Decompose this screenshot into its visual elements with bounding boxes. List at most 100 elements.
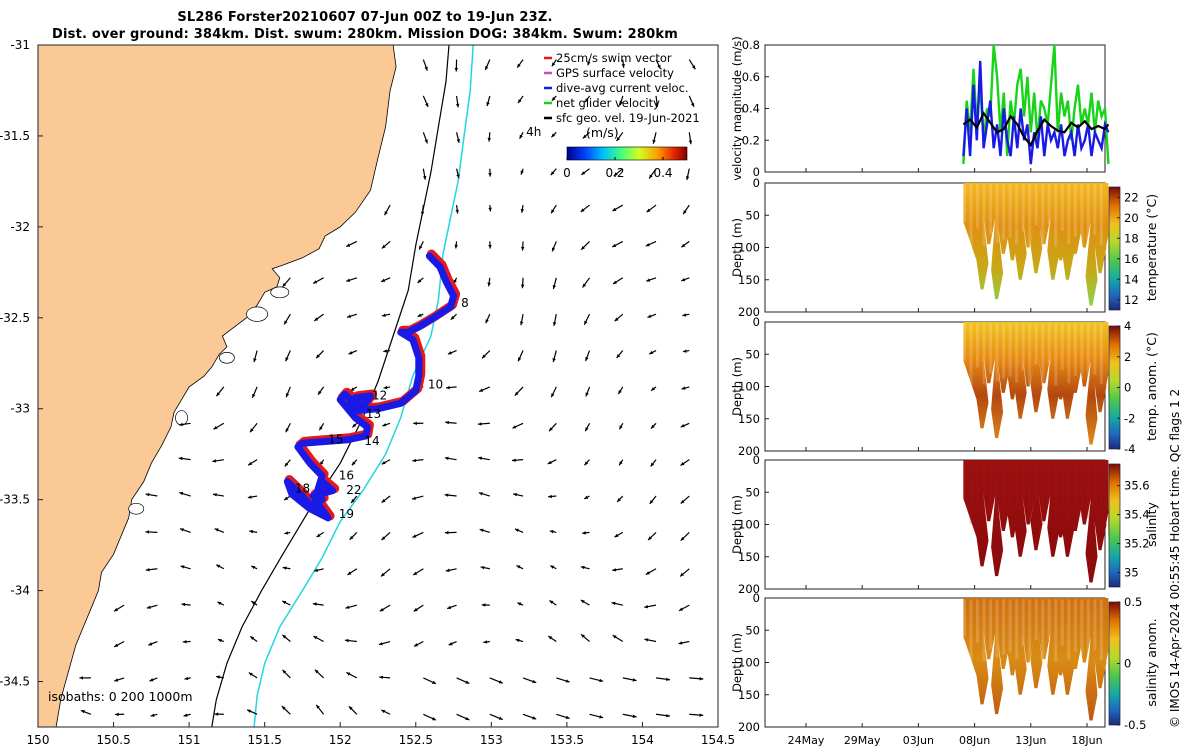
- velocity-arrowhead: [621, 64, 626, 68]
- velocity-arrowhead: [285, 393, 290, 398]
- velocity-arrowhead: [213, 493, 217, 497]
- velocity-arrowhead: [482, 354, 486, 359]
- track-hour-label: 4h: [526, 125, 541, 139]
- isobaths-label: isobaths: 0 200 1000m: [48, 689, 193, 704]
- velocity-arrowhead: [611, 601, 616, 606]
- velocity-arrowhead: [316, 533, 321, 538]
- velocity-arrowhead: [212, 459, 217, 463]
- velocity-arrowhead: [680, 536, 685, 541]
- velocity-series-line: [962, 111, 1110, 148]
- velocity-arrowhead: [351, 499, 355, 503]
- velocity-arrowhead: [649, 174, 653, 179]
- velocity-arrowhead: [381, 313, 386, 317]
- chart-title-line2: Dist. over ground: 384km. Dist. swum: 28…: [51, 27, 679, 42]
- vel-y-tick-label: 0.4: [742, 102, 760, 116]
- velocity-arrowhead: [616, 137, 621, 142]
- velocity-arrowhead: [456, 174, 460, 179]
- depth-tick-label: 50: [745, 623, 760, 637]
- velocity-arrowhead: [520, 284, 525, 289]
- velocity-arrowhead: [346, 672, 351, 676]
- legend-label: sfc geo. vel. 19-Jun-2021: [556, 111, 700, 125]
- y-tick-label: -33: [10, 402, 30, 416]
- x-tick-label: 153.5: [550, 733, 584, 747]
- velocity-arrowhead: [681, 386, 686, 390]
- velocity-arrowhead: [587, 61, 591, 66]
- cbar-tick-label: 16: [1124, 252, 1139, 266]
- velocity-arrowhead: [424, 139, 428, 144]
- velocity-arrowhead: [344, 638, 349, 643]
- velocity-arrowhead: [80, 710, 85, 714]
- velocity-arrowhead: [250, 636, 255, 640]
- velocity-arrowhead: [516, 565, 521, 569]
- section-colorbar: [1108, 463, 1121, 588]
- velocity-series-line: [962, 44, 1110, 165]
- velocity-arrowhead: [681, 277, 686, 282]
- cbar-tick-label: 2: [1124, 350, 1131, 364]
- velocity-arrowhead: [216, 675, 220, 679]
- velocity-arrowhead: [381, 709, 386, 714]
- cbar-tick-label: 0.5: [1124, 595, 1142, 609]
- x-tick-label: 150.5: [96, 733, 130, 747]
- velocity-arrowhead: [550, 171, 555, 176]
- velocity-arrowhead: [179, 528, 184, 532]
- cbar-tick-label: 20: [1124, 211, 1139, 225]
- velocity-arrowhead: [612, 207, 617, 211]
- velocity-arrowhead: [518, 99, 522, 104]
- velocity-arrowhead: [382, 423, 387, 427]
- colorbar-tick-label: 0.2: [605, 166, 624, 180]
- velocity-arrowhead: [284, 496, 289, 501]
- x-tick-label: 151: [178, 733, 201, 747]
- y-tick-label: -33.5: [0, 493, 30, 507]
- velocity-arrowhead: [252, 393, 256, 398]
- velocity-arrowhead: [666, 713, 670, 718]
- velocity-arrowhead: [145, 492, 150, 497]
- velocity-arrowhead: [479, 388, 484, 392]
- velocity-arrowhead: [284, 462, 289, 467]
- velocity-arrowhead: [481, 603, 486, 607]
- depth-section-fill: [963, 460, 1111, 583]
- velocity-arrowhead: [487, 282, 491, 287]
- velocity-arrowhead: [478, 492, 483, 496]
- velocity-arrowhead: [552, 358, 556, 363]
- velocity-arrowhead: [114, 643, 119, 647]
- velocity-arrowhead: [652, 139, 656, 144]
- velocity-arrowhead: [422, 175, 427, 180]
- velocity-arrowhead: [347, 314, 352, 318]
- velocity-arrowhead: [512, 425, 517, 429]
- velocity-arrowhead: [613, 280, 617, 284]
- chart-title-line1: SL286 Forster20210607 07-Jun 00Z to 19-J…: [177, 10, 553, 25]
- velocity-arrowhead: [318, 390, 322, 395]
- cbar-tick-label: 0: [1124, 657, 1131, 671]
- cbar-tick-label: 0: [1124, 381, 1131, 395]
- velocity-arrowhead: [532, 679, 537, 684]
- y-tick-label: -32.5: [0, 311, 30, 325]
- velocity-arrowhead: [381, 536, 386, 541]
- velocity-arrowhead: [549, 427, 553, 432]
- vel-y-tick-label: 0.8: [742, 38, 760, 52]
- velocity-arrowhead: [551, 62, 556, 67]
- velocity-arrowhead: [632, 678, 637, 682]
- velocity-arrowhead: [680, 499, 685, 504]
- depth-tick-label: 0: [753, 315, 760, 329]
- velocity-arrowhead: [248, 672, 253, 677]
- velocity-arrowhead: [552, 285, 556, 290]
- velocity-arrowhead: [646, 208, 651, 213]
- velocity-arrowhead: [585, 427, 589, 432]
- velocity-arrowhead: [348, 351, 353, 355]
- velocity-arrowhead: [699, 676, 704, 681]
- velocity-arrowhead: [532, 716, 537, 720]
- cbar-axis-label: salinity anom.: [1144, 618, 1159, 706]
- depth-tick-label: 0: [753, 453, 760, 467]
- section-colorbar: [1108, 186, 1121, 311]
- velocity-arrowhead: [384, 211, 388, 216]
- velocity-arrowhead: [182, 640, 187, 644]
- coastal-inlet: [128, 502, 145, 515]
- velocity-arrowhead: [699, 713, 704, 717]
- velocity-arrowhead: [444, 493, 449, 497]
- velocity-arrowhead: [514, 528, 519, 532]
- velocity-arrowhead: [149, 678, 154, 682]
- velocity-arrowhead: [582, 531, 586, 535]
- velocity-arrowhead: [313, 280, 318, 284]
- velocity-arrowhead: [455, 209, 459, 214]
- depth-section-fill: [963, 322, 1111, 445]
